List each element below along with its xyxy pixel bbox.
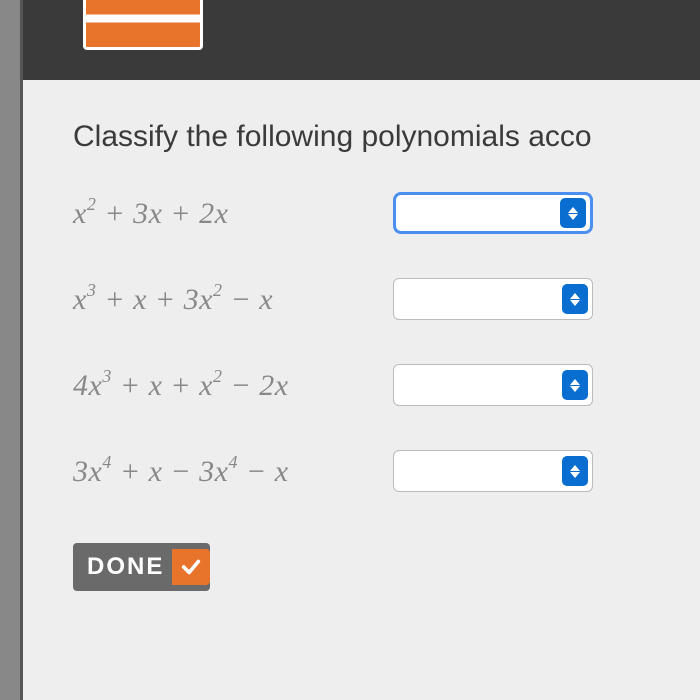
polynomial-rows: x2 + 3x + 2x x3 + x + 3x2 − x 4x3 + x + x2… (73, 189, 700, 495)
done-button[interactable]: DONE (73, 543, 210, 591)
polynomial-expression: x3 + x + 3x2 − x (73, 282, 393, 317)
polynomial-expression: 4x3 + x + x2 − 2x (73, 368, 393, 403)
done-label: DONE (87, 553, 164, 581)
polynomial-expression: x2 + 3x + 2x (73, 196, 393, 231)
classification-select[interactable] (393, 192, 593, 234)
app-frame: Classify the following polynomials acco … (20, 0, 700, 700)
polynomial-row: x3 + x + 3x2 − x (73, 275, 700, 323)
classification-select[interactable] (393, 278, 593, 320)
polynomial-row: 3x4 + x − 3x4 − x (73, 447, 700, 495)
polynomial-row: 4x3 + x + x2 − 2x (73, 361, 700, 409)
question-prompt: Classify the following polynomials acco (73, 120, 700, 154)
logo-icon (83, 0, 203, 50)
polynomial-row: x2 + 3x + 2x (73, 189, 700, 237)
chevron-updown-icon[interactable] (562, 456, 588, 486)
header-bar (23, 0, 700, 80)
content-panel: Classify the following polynomials acco … (23, 80, 700, 700)
chevron-updown-icon[interactable] (562, 370, 588, 400)
chevron-updown-icon[interactable] (562, 284, 588, 314)
chevron-updown-icon[interactable] (560, 198, 586, 228)
check-icon (172, 549, 210, 585)
polynomial-expression: 3x4 + x − 3x4 − x (73, 454, 393, 489)
classification-select[interactable] (393, 364, 593, 406)
classification-select[interactable] (393, 450, 593, 492)
